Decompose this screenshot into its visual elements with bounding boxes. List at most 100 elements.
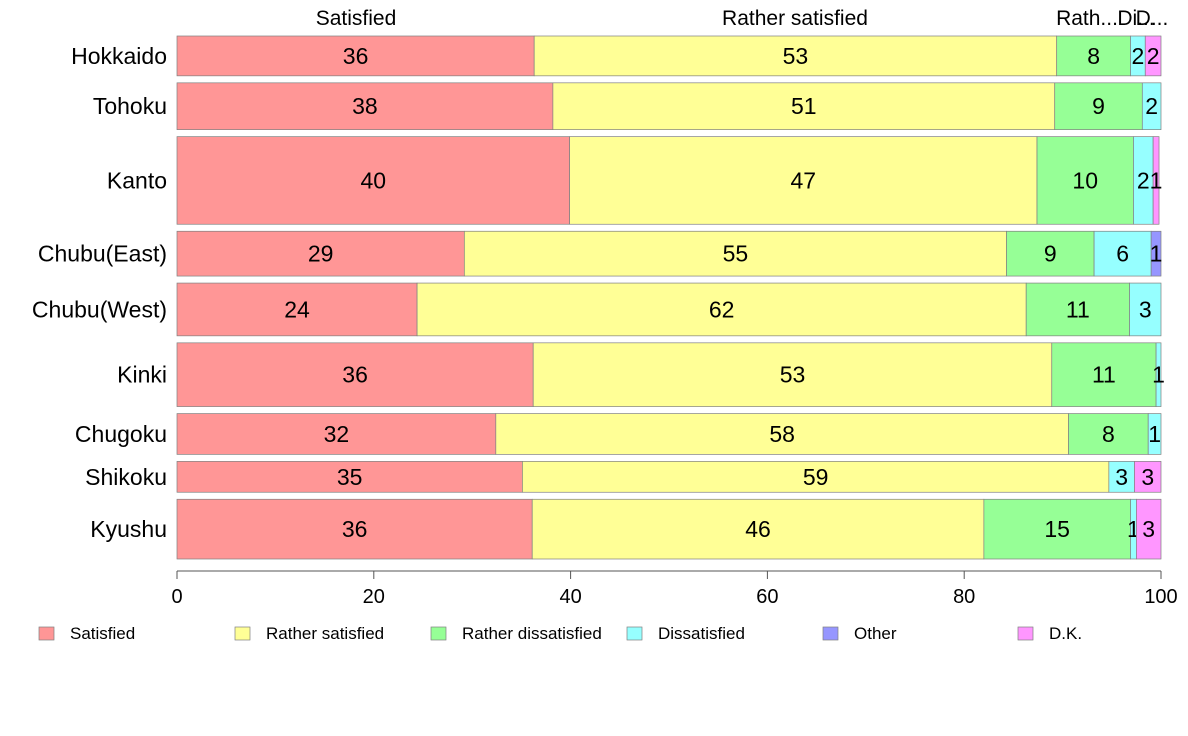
bar-segment xyxy=(1136,498,1162,560)
data-label: 1 xyxy=(1152,362,1165,388)
legend-label: Dissatisfied xyxy=(658,624,745,643)
bar-segment xyxy=(176,282,418,337)
legend-label: Other xyxy=(854,624,897,643)
data-label: 1 xyxy=(1150,167,1163,193)
data-label: 3 xyxy=(1142,516,1155,542)
legend-label: D.K. xyxy=(1049,624,1082,643)
bar-segment xyxy=(1093,230,1152,277)
bar-segment xyxy=(176,498,533,560)
data-label: 2 xyxy=(1131,43,1144,69)
data-label: 62 xyxy=(709,296,735,322)
top-series-label: Di... xyxy=(1117,7,1154,30)
data-label: 36 xyxy=(342,516,368,542)
bar-segment xyxy=(552,82,1056,130)
data-label: 8 xyxy=(1087,43,1100,69)
bar-segment xyxy=(569,136,1038,225)
category-label: Hokkaido xyxy=(71,43,167,69)
bar-segment xyxy=(1134,461,1162,493)
category-label: Kinki xyxy=(117,362,167,388)
bar-segment xyxy=(1006,230,1095,277)
top-series-label: D... xyxy=(1136,7,1169,30)
data-label: 59 xyxy=(803,464,829,490)
data-label: 36 xyxy=(342,362,368,388)
legend-swatch xyxy=(1017,626,1034,641)
data-label: 3 xyxy=(1139,296,1152,322)
bar-segment xyxy=(1152,136,1160,225)
bar-segment xyxy=(522,461,1110,493)
data-label: 38 xyxy=(352,93,378,119)
bar-segment xyxy=(1141,82,1162,130)
data-label: 2 xyxy=(1137,167,1150,193)
bar-segment xyxy=(1155,342,1162,407)
data-label: 55 xyxy=(723,241,749,267)
top-series-label: Rath... xyxy=(1056,7,1118,30)
data-label: 53 xyxy=(783,43,809,69)
top-series-label: Rather satisfied xyxy=(722,7,868,30)
bar-segment xyxy=(176,136,570,225)
data-label: 35 xyxy=(337,464,363,490)
legend-swatch xyxy=(430,626,447,641)
data-label: 9 xyxy=(1044,241,1057,267)
bar-segment xyxy=(1036,136,1134,225)
bar-segment xyxy=(1054,82,1143,130)
bar-segment xyxy=(531,498,985,560)
legend-label: Satisfied xyxy=(70,624,135,643)
data-label: 6 xyxy=(1116,241,1129,267)
bar-segment xyxy=(532,342,1053,407)
data-label: 51 xyxy=(791,93,817,119)
data-label: 46 xyxy=(745,516,771,542)
bar-segment xyxy=(983,498,1131,560)
bar-segment xyxy=(1150,230,1162,277)
bar-segment xyxy=(176,82,554,130)
data-label: 2 xyxy=(1145,93,1158,119)
data-label: 24 xyxy=(284,296,310,322)
bar-segment xyxy=(416,282,1027,337)
data-label: 1 xyxy=(1148,421,1161,447)
data-label: 58 xyxy=(769,421,795,447)
data-label: 3 xyxy=(1141,464,1154,490)
data-label: 10 xyxy=(1072,167,1098,193)
bar-segment xyxy=(495,413,1069,455)
legend-swatch xyxy=(626,626,643,641)
bar-segment xyxy=(1068,413,1149,455)
legend-label: Rather dissatisfied xyxy=(462,624,602,643)
data-label: 9 xyxy=(1092,93,1105,119)
data-label: 29 xyxy=(308,241,334,267)
bar-segment xyxy=(176,35,535,77)
bar-segment xyxy=(1144,35,1162,77)
bar-segment xyxy=(1051,342,1157,407)
bar-segment xyxy=(463,230,1007,277)
bar-segment xyxy=(176,413,497,455)
legend-swatch xyxy=(822,626,839,641)
category-label: Shikoku xyxy=(85,464,167,490)
legend-label: Rather satisfied xyxy=(266,624,384,643)
data-label: 2 xyxy=(1147,43,1160,69)
category-label: Kanto xyxy=(107,167,167,193)
data-label: 11 xyxy=(1066,296,1090,322)
data-label: 32 xyxy=(324,421,350,447)
bar-segment xyxy=(1056,35,1131,77)
x-tick-label: 0 xyxy=(171,586,182,608)
x-tick-label: 100 xyxy=(1144,586,1177,608)
top-series-label: Satisfied xyxy=(316,7,397,30)
bar-segment xyxy=(1129,282,1162,337)
data-label: 47 xyxy=(791,167,817,193)
data-label: 40 xyxy=(361,167,387,193)
data-label: 3 xyxy=(1115,464,1128,490)
x-tick-label: 20 xyxy=(363,586,385,608)
data-label: 36 xyxy=(343,43,369,69)
category-label: Kyushu xyxy=(90,516,167,542)
x-tick-label: 60 xyxy=(756,586,778,608)
data-label: 8 xyxy=(1102,421,1115,447)
bar-segment xyxy=(1108,461,1135,493)
category-label: Chubu(East) xyxy=(38,241,167,267)
legend-swatch xyxy=(38,626,55,641)
data-label: 1 xyxy=(1150,241,1163,267)
category-label: Chugoku xyxy=(75,421,167,447)
data-label: 53 xyxy=(780,362,806,388)
data-label: 11 xyxy=(1092,362,1116,388)
x-tick-label: 80 xyxy=(953,586,975,608)
category-label: Tohoku xyxy=(93,93,167,119)
category-label: Chubu(West) xyxy=(32,296,167,322)
